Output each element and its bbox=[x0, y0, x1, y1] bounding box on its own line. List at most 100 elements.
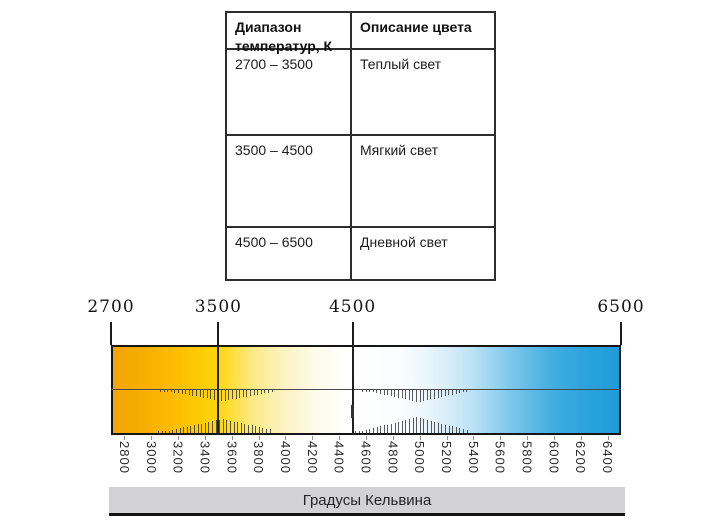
comb-tick bbox=[199, 390, 201, 398]
comb-tick bbox=[248, 424, 249, 433]
comb-tick bbox=[376, 427, 378, 433]
comb-tick bbox=[251, 425, 253, 433]
comb-tick bbox=[219, 419, 221, 433]
comb-tick bbox=[178, 390, 179, 394]
comb-tick bbox=[463, 429, 464, 433]
comb-tick bbox=[203, 390, 205, 398]
kelvin-sub-tick bbox=[527, 436, 529, 440]
comb-tick bbox=[448, 425, 450, 433]
comb-tick bbox=[185, 390, 187, 395]
temperature-table: Диапазон температур, К Описание цвета 27… bbox=[225, 11, 496, 281]
comb-tick bbox=[186, 426, 188, 433]
comb-tick bbox=[405, 419, 407, 433]
kelvin-sub-tick bbox=[366, 436, 367, 440]
comb-tick bbox=[466, 430, 468, 433]
kelvin-sub-tick bbox=[124, 436, 126, 440]
kelvin-sub-tick bbox=[446, 436, 448, 440]
comb-tick bbox=[253, 390, 255, 396]
comb-tick bbox=[208, 421, 210, 433]
comb-tick bbox=[255, 426, 257, 433]
scale-marker-label: 6500 bbox=[597, 297, 645, 317]
scale-marker-label: 4500 bbox=[328, 297, 377, 317]
kelvin-sub-tick bbox=[580, 436, 582, 440]
comb-tick bbox=[455, 390, 457, 394]
comb-tick bbox=[401, 390, 403, 399]
kelvin-tick-label: 4800 bbox=[385, 441, 401, 474]
kelvin-axis-title-bar: Градусы Кельвина bbox=[109, 487, 625, 516]
comb-tick bbox=[380, 426, 382, 433]
comb-tick bbox=[426, 390, 428, 401]
comb-tick bbox=[190, 425, 192, 433]
comb-tick bbox=[401, 420, 403, 433]
kelvin-tick-label: 6200 bbox=[573, 441, 589, 474]
scale-marker-tick bbox=[351, 322, 354, 345]
comb-tick bbox=[459, 390, 461, 394]
table-cell-description-soft: Мягкий свет bbox=[352, 136, 494, 228]
comb-tick bbox=[226, 419, 228, 433]
comb-tick bbox=[355, 431, 356, 433]
comb-tick bbox=[466, 390, 468, 392]
kelvin-tick-label: 3000 bbox=[143, 441, 159, 474]
kelvin-sub-tick bbox=[500, 436, 502, 440]
comb-tick bbox=[419, 417, 421, 433]
kelvin-tick-label: 4000 bbox=[277, 441, 293, 474]
comb-tick bbox=[266, 428, 267, 433]
kelvin-tick-label: 3600 bbox=[224, 441, 240, 474]
comb-tick bbox=[214, 390, 215, 400]
comb-tick bbox=[246, 390, 248, 397]
table-cell-range-soft: 3500 – 4500 bbox=[227, 136, 352, 228]
table-cell-description-daylight: Дневной свет bbox=[360, 234, 448, 250]
comb-tick bbox=[230, 420, 231, 433]
kelvin-tick-label: 4600 bbox=[358, 441, 374, 474]
comb-tick bbox=[444, 390, 446, 397]
kelvin-tick-label: 3200 bbox=[170, 441, 186, 474]
kelvin-sub-tick bbox=[285, 436, 287, 440]
comb-tick bbox=[172, 429, 174, 433]
comb-tick bbox=[244, 423, 246, 433]
comb-tick bbox=[196, 390, 197, 397]
comb-tick bbox=[217, 390, 219, 401]
comb-tick bbox=[212, 421, 213, 433]
kelvin-sub-tick bbox=[231, 436, 233, 440]
kelvin-tick-label: 5000 bbox=[412, 441, 428, 474]
comb-tick bbox=[183, 427, 185, 433]
comb-tick bbox=[390, 390, 392, 397]
kelvin-sub-tick bbox=[204, 436, 206, 440]
kelvin-tick-label: 5400 bbox=[465, 441, 481, 474]
comb-tick bbox=[412, 417, 414, 433]
comb-tick bbox=[437, 390, 439, 398]
kelvin-tick-label: 4200 bbox=[304, 441, 320, 474]
comb-tick bbox=[434, 390, 435, 399]
comb-tick bbox=[165, 431, 167, 433]
kelvin-tick-label: 3800 bbox=[251, 441, 267, 474]
comb-tick bbox=[264, 390, 266, 394]
comb-tick bbox=[250, 390, 251, 397]
comb-tick bbox=[394, 422, 396, 433]
gradient-bar-middle-line bbox=[111, 389, 621, 390]
comb-tick bbox=[233, 421, 235, 433]
comb-tick bbox=[380, 390, 381, 394]
comb-tick bbox=[167, 390, 169, 392]
comb-tick bbox=[271, 390, 273, 393]
comb-tick bbox=[409, 418, 410, 433]
comb-tick bbox=[192, 390, 194, 396]
kelvin-tick-label: 6000 bbox=[546, 441, 562, 474]
comb-tick bbox=[373, 428, 374, 433]
kelvin-sub-tick bbox=[178, 436, 180, 440]
comb-tick bbox=[262, 427, 264, 433]
comb-tick bbox=[383, 390, 385, 395]
comb-tick bbox=[387, 424, 389, 433]
comb-tick bbox=[394, 390, 396, 397]
comb-tick bbox=[423, 390, 425, 401]
kelvin-sub-tick bbox=[419, 436, 421, 440]
comb-tick bbox=[362, 390, 363, 392]
comb-tick bbox=[194, 425, 195, 433]
comb-tick bbox=[448, 390, 450, 396]
comb-tick bbox=[237, 422, 239, 433]
comb-tick bbox=[459, 428, 461, 433]
comb-tick bbox=[362, 431, 364, 433]
comb-tick bbox=[179, 428, 181, 433]
table-cell-description-warm: Теплый свет bbox=[352, 50, 494, 136]
